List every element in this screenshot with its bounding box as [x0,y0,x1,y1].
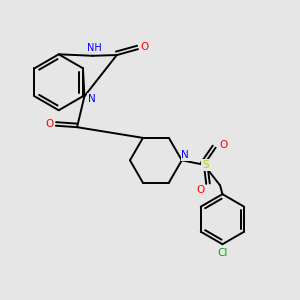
Text: O: O [45,119,53,129]
Text: S: S [202,160,209,170]
Text: O: O [140,42,148,52]
Text: N: N [88,94,96,104]
Text: Cl: Cl [217,248,228,258]
Text: NH: NH [87,43,101,52]
Text: O: O [196,185,205,195]
Text: O: O [219,140,227,150]
Text: N: N [182,150,189,160]
